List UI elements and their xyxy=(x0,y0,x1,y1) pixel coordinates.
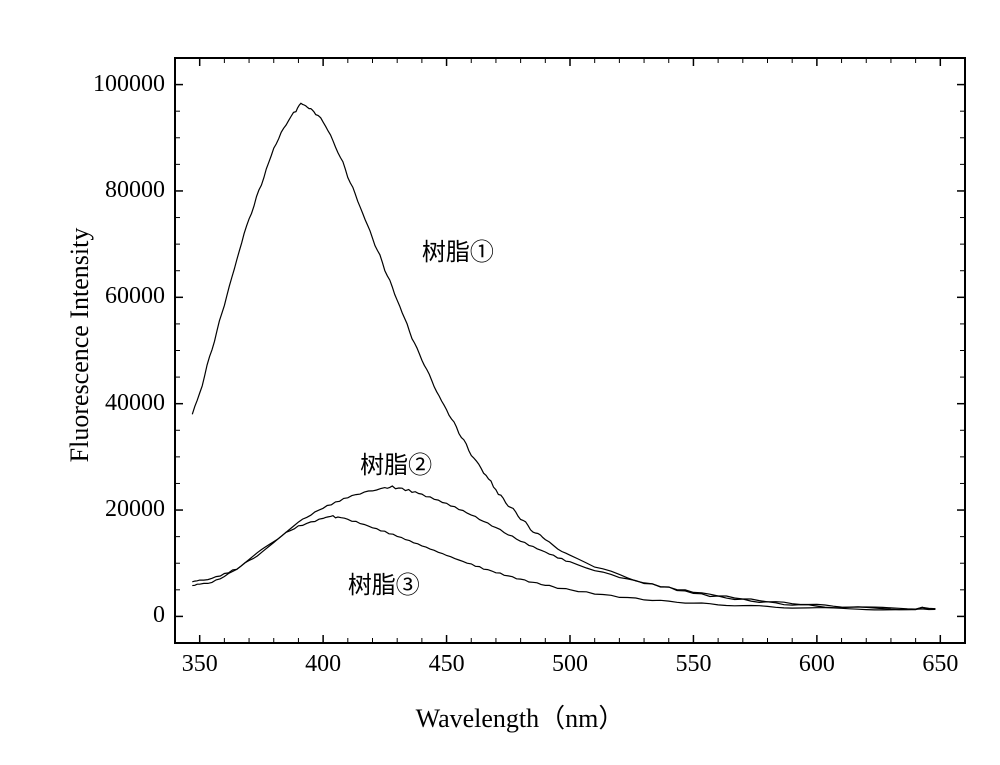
chart-plot-area xyxy=(20,20,1000,745)
x-tick-label: 650 xyxy=(910,651,970,678)
fluorescence-chart: Fluorescence Intensity Wavelength（nm） 35… xyxy=(20,20,1000,745)
x-tick-label: 450 xyxy=(417,651,477,678)
y-tick-label: 60000 xyxy=(105,283,165,310)
x-tick-label: 500 xyxy=(540,651,600,678)
series-label-resin2: 树脂② xyxy=(360,445,432,480)
y-axis-label: Fluorescence Intensity xyxy=(65,215,95,475)
y-tick-label: 0 xyxy=(153,602,165,629)
y-tick-label: 40000 xyxy=(105,390,165,417)
series-label-resin1: 树脂① xyxy=(422,232,494,267)
series-label-resin3: 树脂③ xyxy=(348,565,420,600)
x-axis-label: Wavelength（nm） xyxy=(20,698,1000,735)
x-tick-label: 350 xyxy=(170,651,230,678)
y-tick-label: 20000 xyxy=(105,496,165,523)
x-tick-label: 550 xyxy=(663,651,723,678)
y-tick-label: 100000 xyxy=(93,71,165,98)
x-tick-label: 600 xyxy=(787,651,847,678)
y-tick-label: 80000 xyxy=(105,177,165,204)
x-tick-label: 400 xyxy=(293,651,353,678)
